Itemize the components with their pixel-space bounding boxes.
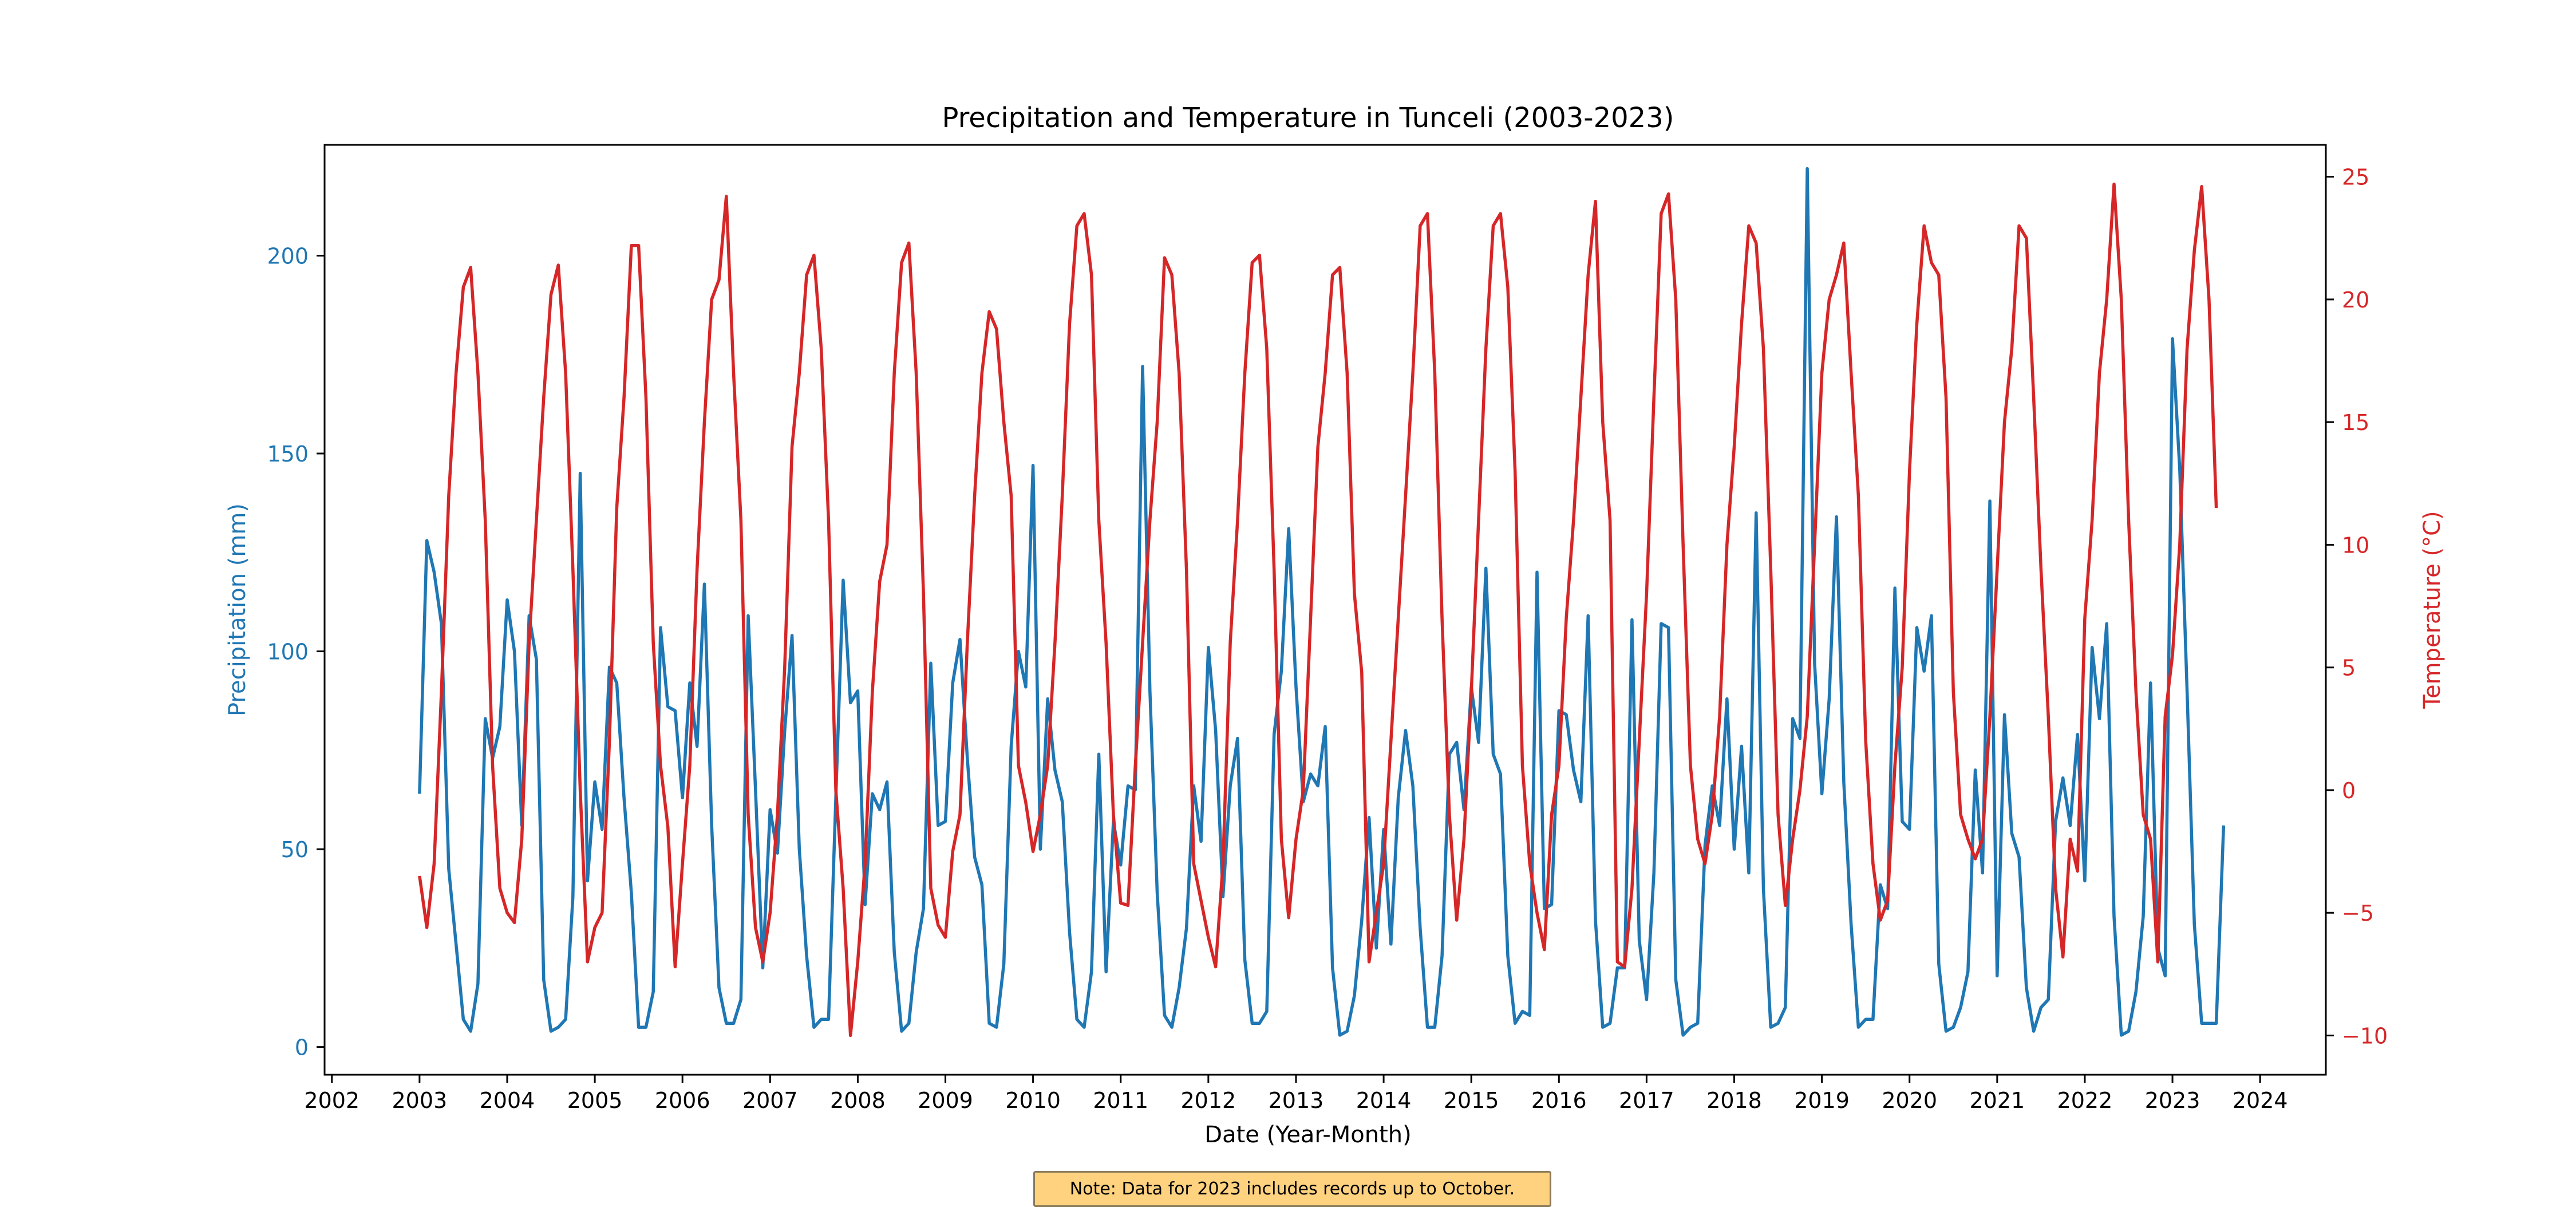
- x-tick-label: 2013: [1269, 1088, 1324, 1113]
- x-axis-label: Date (Year-Month): [1204, 1122, 1411, 1148]
- precipitation-series-line: [420, 169, 2224, 1035]
- x-tick-label: 2006: [655, 1088, 710, 1113]
- chart-title: Precipitation and Temperature in Tunceli…: [942, 102, 1674, 134]
- y-left-tick-label: 50: [281, 837, 309, 862]
- data-note-annotation: Note: Data for 2023 includes records up …: [1033, 1171, 1551, 1207]
- y-left-axis-label: Precipitation (mm): [224, 503, 251, 716]
- x-tick-label: 2011: [1093, 1088, 1148, 1113]
- x-tick-label: 2017: [1619, 1088, 1674, 1113]
- x-tick-label: 2004: [480, 1088, 535, 1113]
- y-right-tick-label: 5: [2342, 656, 2356, 681]
- x-tick-label: 2003: [392, 1088, 448, 1113]
- x-tick-label: 2015: [1444, 1088, 1499, 1113]
- temperature-points: [420, 184, 2217, 1036]
- y-left-tick-label: 200: [267, 243, 309, 269]
- precipitation-points: [420, 168, 2224, 1035]
- temperature-series-line: [420, 184, 2217, 1036]
- y-right-tick-label: 15: [2342, 410, 2369, 435]
- y-right-tick-label: 0: [2342, 778, 2356, 803]
- x-tick-label: 2008: [830, 1088, 886, 1113]
- x-tick-label: 2021: [1969, 1088, 2025, 1113]
- x-tick-label: 2007: [742, 1088, 798, 1113]
- x-tick-label: 2023: [2145, 1088, 2200, 1113]
- x-tick-label: 2018: [1706, 1088, 1762, 1113]
- x-tick-label: 2012: [1180, 1088, 1236, 1113]
- x-tick-label: 2010: [1005, 1088, 1061, 1113]
- plot-frame: [325, 145, 2326, 1075]
- y-right-tick-label: −5: [2342, 901, 2374, 926]
- x-tick-label: 2014: [1356, 1088, 1412, 1113]
- y-left-tick-label: 100: [267, 640, 309, 665]
- x-tick-label: 2019: [1794, 1088, 1850, 1113]
- y-right-tick-label: 10: [2342, 532, 2369, 558]
- x-tick-label: 2016: [1531, 1088, 1587, 1113]
- x-tick-label: 2002: [304, 1088, 359, 1113]
- x-tick-label: 2024: [2233, 1088, 2288, 1113]
- series-layer: [420, 168, 2224, 1035]
- y-left-tick-label: 0: [295, 1035, 309, 1060]
- x-tick-label: 2005: [567, 1088, 623, 1113]
- y-left-tick-label: 150: [267, 441, 309, 467]
- y-right-tick-label: 25: [2342, 165, 2369, 190]
- x-tick-label: 2020: [1882, 1088, 1937, 1113]
- y-right-tick-label: 20: [2342, 287, 2369, 313]
- y-right-tick-label: −10: [2342, 1023, 2388, 1048]
- y-right-axis-label: Temperature (°C): [2419, 511, 2445, 709]
- x-tick-label: 2009: [918, 1088, 973, 1113]
- x-tick-label: 2022: [2057, 1088, 2113, 1113]
